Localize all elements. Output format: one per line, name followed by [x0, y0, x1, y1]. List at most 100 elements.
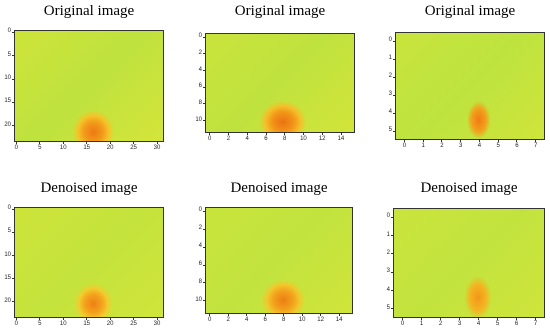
x-tick-mark — [340, 133, 342, 135]
x-tick-mark — [15, 318, 17, 320]
y-tick-label: 4 — [386, 286, 390, 293]
x-tick-mark — [440, 318, 441, 320]
x-tick-label: 1 — [421, 143, 425, 149]
x-tick-mark — [62, 142, 64, 144]
x-tick-label: 0 — [207, 317, 212, 323]
x-tick-mark — [497, 318, 498, 320]
y-tick-mark — [393, 58, 395, 60]
panel-title: Denoised image — [420, 180, 518, 196]
x-tick-mark — [156, 318, 158, 320]
x-tick-mark — [535, 318, 536, 320]
x-tick-label: 3 — [457, 321, 462, 327]
x-tick-mark — [535, 140, 537, 142]
x-tick-label: 2 — [226, 136, 231, 142]
x-tick-mark — [246, 133, 248, 135]
y-tick-label: 0 — [386, 213, 390, 220]
x-tick-label: 15 — [83, 321, 90, 327]
x-tick-mark — [209, 314, 211, 316]
x-tick-mark — [156, 142, 158, 144]
y-tick-label: 2 — [386, 249, 390, 256]
x-tick-label: 10 — [59, 321, 67, 327]
y-tick-label: 3 — [388, 91, 392, 97]
y-tick-mark — [203, 228, 205, 230]
y-tick-label: 10 — [195, 296, 202, 303]
x-tick-label: 6 — [264, 136, 268, 142]
x-tick-mark — [301, 314, 303, 316]
y-tick-label: 0 — [7, 28, 11, 35]
y-tick-mark — [203, 36, 205, 38]
y-tick-label: 0 — [7, 205, 11, 212]
x-tick-label: 4 — [245, 136, 249, 142]
x-tick-label: 30 — [153, 145, 161, 151]
x-tick-label: 0 — [400, 321, 405, 327]
x-tick-mark — [422, 140, 424, 142]
x-tick-label: 0 — [208, 136, 212, 142]
heatmap-image — [395, 32, 545, 140]
y-tick-label: 2 — [198, 225, 202, 232]
y-tick-label: 10 — [195, 116, 202, 123]
heatmap-image — [205, 33, 355, 133]
x-tick-label: 15 — [83, 145, 90, 151]
x-tick-label: 2 — [438, 321, 443, 327]
y-tick-mark — [393, 130, 395, 132]
x-tick-label: 0 — [402, 143, 407, 149]
x-tick-label: 10 — [298, 317, 306, 323]
x-tick-mark — [264, 314, 266, 316]
y-tick-mark — [393, 94, 395, 96]
y-tick-label: 4 — [198, 243, 202, 250]
x-tick-label: 25 — [130, 145, 137, 151]
y-tick-label: 10 — [4, 75, 11, 81]
x-tick-label: 6 — [515, 143, 519, 149]
x-tick-mark — [516, 140, 518, 142]
y-tick-mark — [391, 253, 393, 255]
y-tick-mark — [393, 112, 395, 114]
x-tick-mark — [303, 133, 304, 135]
y-tick-label: 5 — [7, 228, 11, 235]
x-tick-mark — [497, 140, 499, 142]
x-tick-mark — [441, 140, 443, 142]
y-tick-mark — [12, 208, 14, 210]
x-tick-label: 14 — [335, 317, 343, 323]
panel-title: Denoised image — [40, 180, 138, 196]
x-tick-mark — [109, 142, 111, 144]
y-tick-mark — [203, 282, 205, 284]
x-tick-label: 6 — [514, 321, 519, 327]
y-tick-mark — [12, 125, 14, 127]
x-tick-label: 1 — [419, 321, 424, 327]
y-tick-mark — [391, 216, 393, 218]
y-tick-mark — [203, 70, 205, 71]
y-tick-label: 1 — [388, 55, 392, 61]
panel-title: Original image — [43, 3, 135, 19]
y-tick-label: 2 — [198, 49, 202, 56]
x-tick-mark — [133, 318, 134, 320]
x-tick-mark — [86, 318, 88, 320]
x-tick-mark — [227, 314, 229, 316]
panel-title: Original image — [424, 3, 516, 19]
y-tick-label: 0 — [388, 37, 392, 43]
y-tick-mark — [12, 101, 14, 103]
x-tick-mark — [133, 142, 134, 144]
y-tick-label: 20 — [4, 121, 11, 128]
x-tick-mark — [39, 142, 41, 144]
x-tick-mark — [320, 314, 322, 316]
x-tick-mark — [86, 142, 88, 144]
y-tick-mark — [203, 211, 205, 212]
y-tick-mark — [391, 308, 393, 310]
y-tick-mark — [203, 300, 205, 302]
x-tick-label: 5 — [495, 321, 500, 327]
heatmap-image — [393, 208, 545, 318]
panel-title: Original image — [234, 3, 326, 19]
x-tick-label: 5 — [496, 143, 500, 149]
y-tick-label: 5 — [386, 304, 390, 311]
y-tick-label: 15 — [4, 274, 11, 281]
x-tick-label: 0 — [14, 145, 19, 151]
x-tick-mark — [402, 318, 403, 320]
x-tick-label: 0 — [14, 321, 19, 327]
x-tick-mark — [62, 318, 64, 320]
heatmap-image — [14, 207, 164, 318]
x-tick-mark — [516, 318, 517, 320]
x-tick-label: 12 — [317, 317, 324, 323]
y-tick-mark — [391, 290, 393, 291]
x-tick-mark — [284, 133, 286, 135]
